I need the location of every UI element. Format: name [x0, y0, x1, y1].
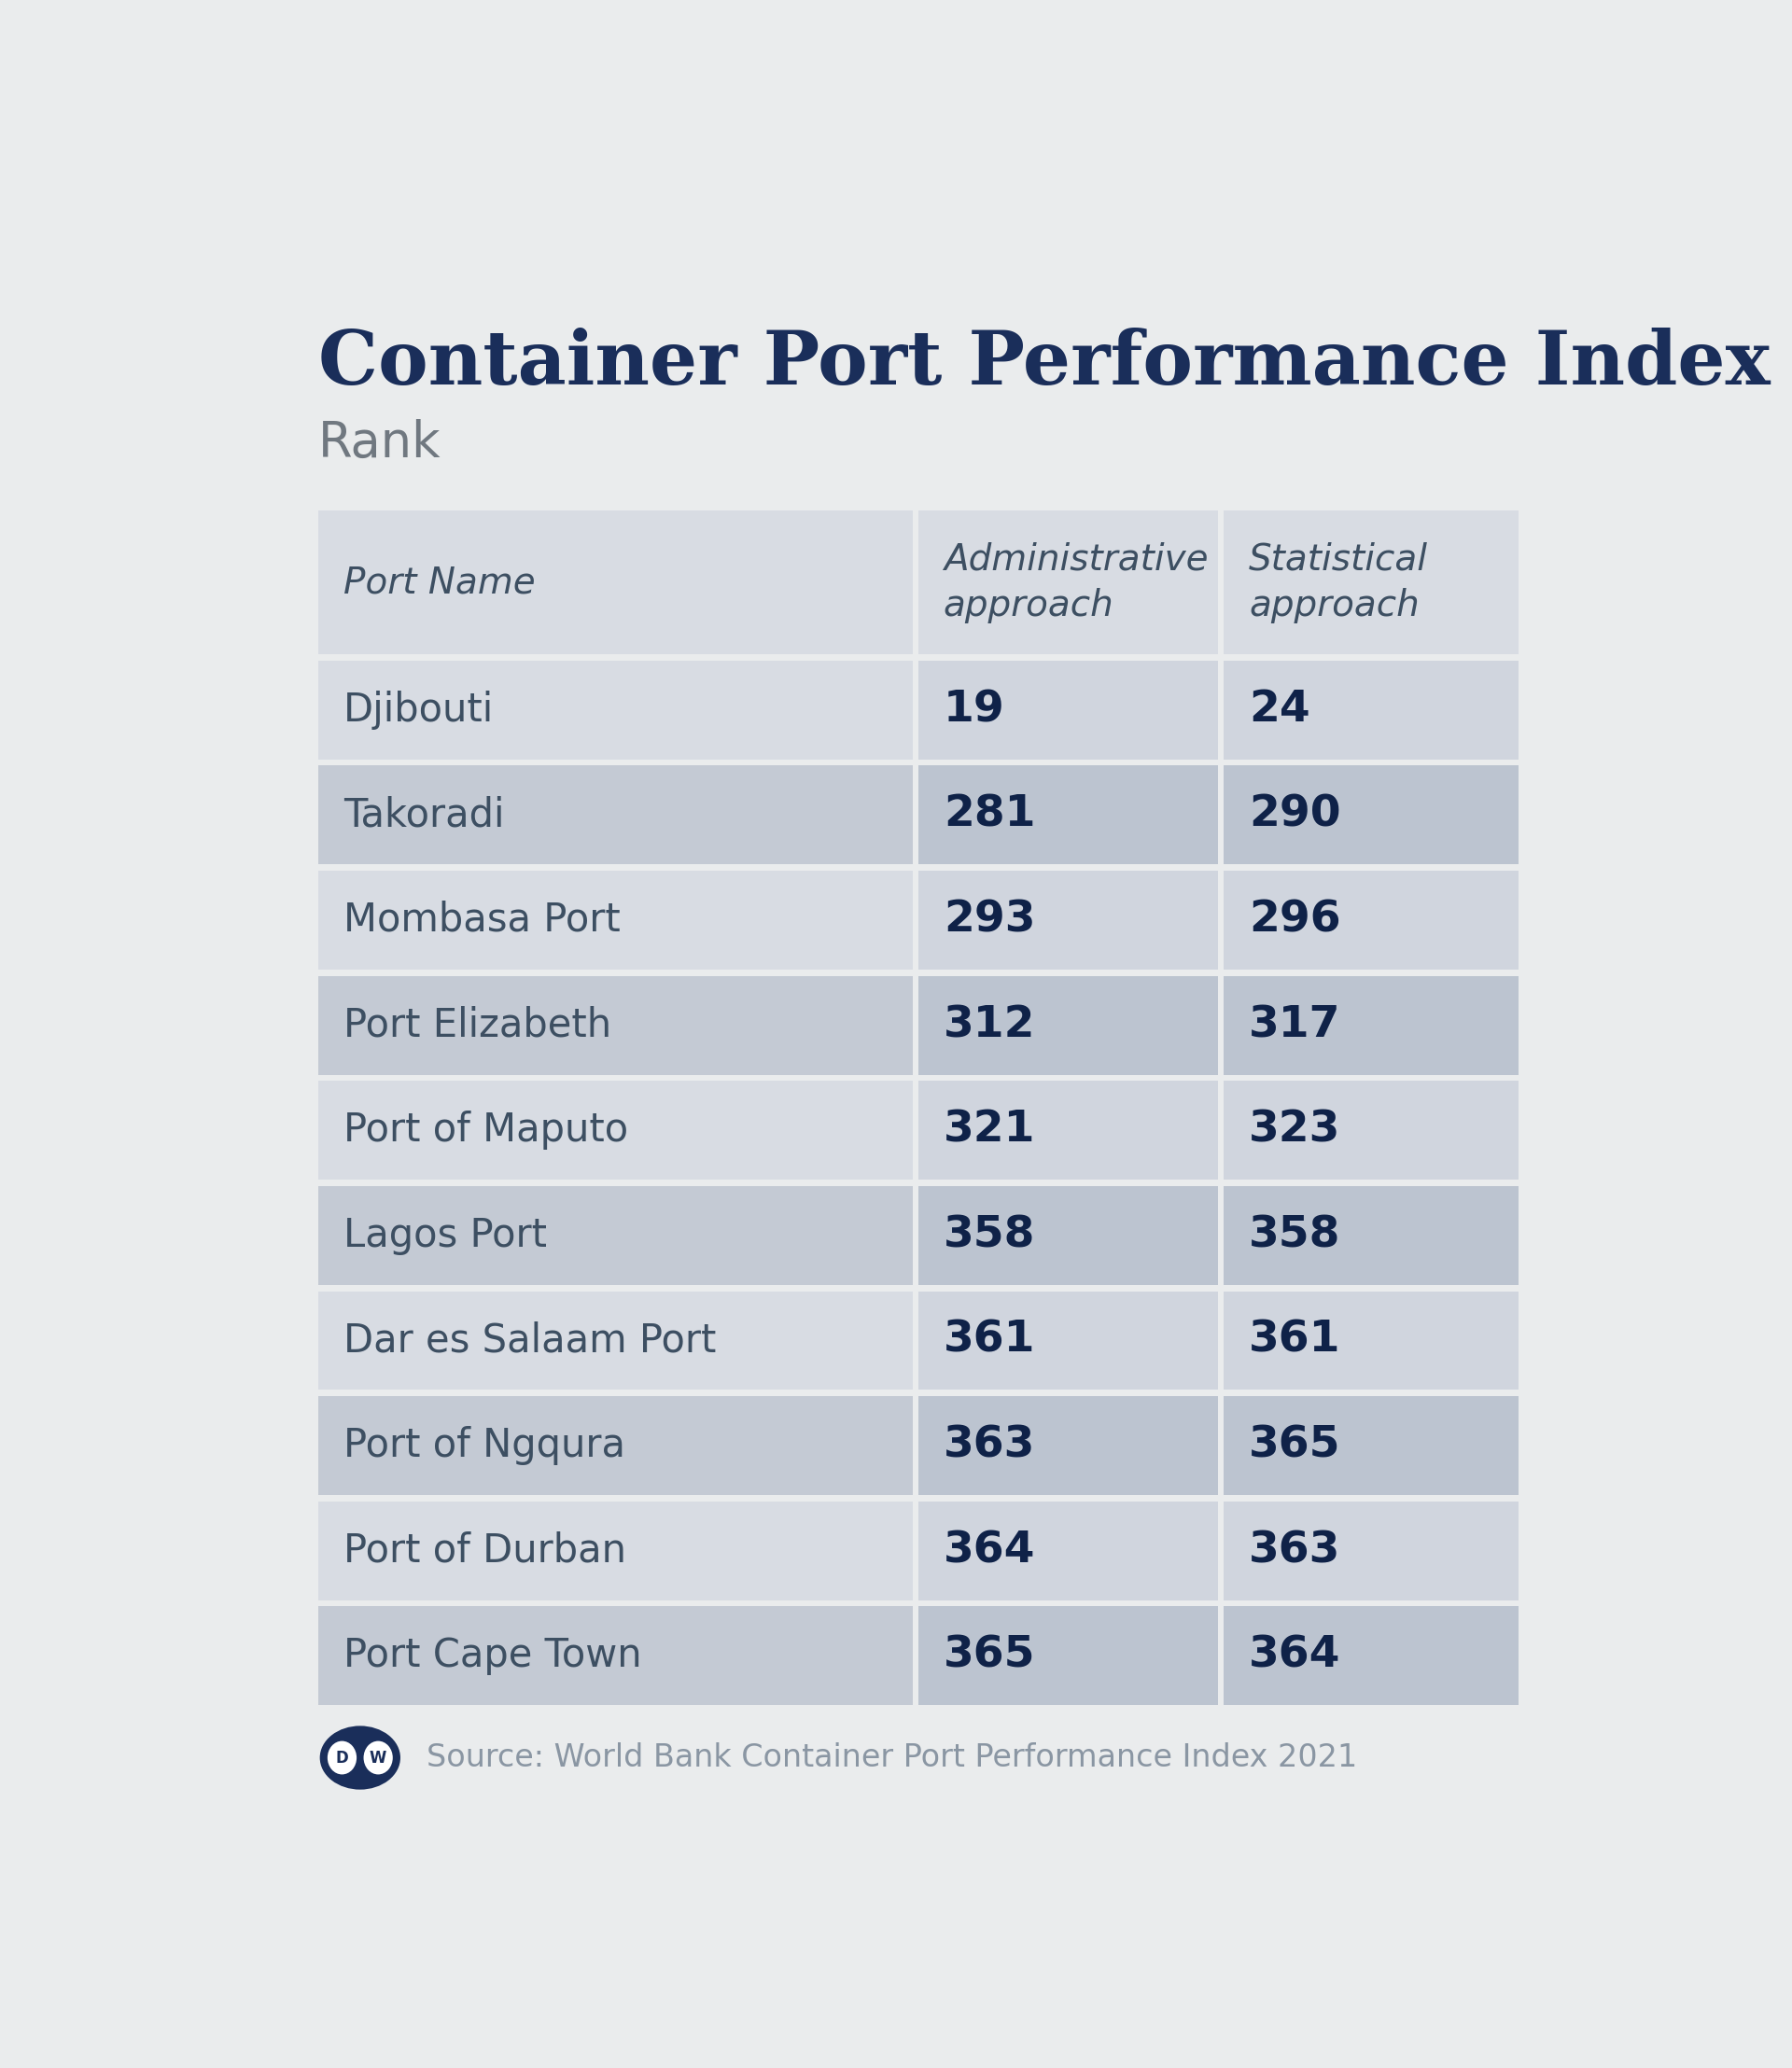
- FancyBboxPatch shape: [918, 1082, 1219, 1179]
- FancyBboxPatch shape: [1224, 660, 1518, 759]
- Text: 365: 365: [1249, 1425, 1340, 1466]
- Text: 312: 312: [943, 1005, 1036, 1046]
- FancyBboxPatch shape: [319, 1082, 912, 1179]
- Text: Port of Durban: Port of Durban: [344, 1530, 625, 1570]
- Text: Port Cape Town: Port Cape Town: [344, 1636, 642, 1675]
- FancyBboxPatch shape: [319, 1187, 912, 1284]
- Text: 290: 290: [1249, 794, 1340, 835]
- Text: D: D: [335, 1750, 348, 1766]
- Text: 24: 24: [1249, 689, 1310, 730]
- FancyBboxPatch shape: [319, 1290, 912, 1390]
- FancyBboxPatch shape: [1224, 1290, 1518, 1390]
- FancyBboxPatch shape: [319, 1396, 912, 1495]
- Text: 19: 19: [943, 689, 1005, 730]
- Text: Statistical
approach: Statistical approach: [1249, 542, 1428, 625]
- FancyBboxPatch shape: [1224, 976, 1518, 1075]
- Text: 317: 317: [1249, 1005, 1340, 1046]
- Text: Takoradi: Takoradi: [344, 796, 504, 835]
- FancyBboxPatch shape: [918, 976, 1219, 1075]
- FancyBboxPatch shape: [1224, 871, 1518, 970]
- Text: 281: 281: [943, 794, 1036, 835]
- FancyBboxPatch shape: [319, 1607, 912, 1706]
- Text: Container Port Performance Index 2021: Container Port Performance Index 2021: [319, 327, 1792, 401]
- Text: 293: 293: [943, 900, 1036, 941]
- FancyBboxPatch shape: [319, 1501, 912, 1601]
- FancyBboxPatch shape: [319, 660, 912, 759]
- Text: Port Name: Port Name: [344, 565, 536, 600]
- FancyBboxPatch shape: [918, 1396, 1219, 1495]
- FancyBboxPatch shape: [1224, 511, 1518, 653]
- Ellipse shape: [328, 1741, 357, 1774]
- FancyBboxPatch shape: [918, 1501, 1219, 1601]
- Ellipse shape: [364, 1741, 392, 1774]
- Text: 364: 364: [1249, 1636, 1340, 1677]
- FancyBboxPatch shape: [918, 660, 1219, 759]
- Text: 358: 358: [1249, 1214, 1340, 1257]
- Text: 364: 364: [943, 1530, 1036, 1572]
- FancyBboxPatch shape: [918, 1290, 1219, 1390]
- Text: 363: 363: [943, 1425, 1036, 1466]
- Text: Rank: Rank: [319, 418, 441, 467]
- FancyBboxPatch shape: [1224, 1396, 1518, 1495]
- Text: 365: 365: [943, 1636, 1036, 1677]
- FancyBboxPatch shape: [319, 976, 912, 1075]
- Ellipse shape: [319, 1727, 400, 1789]
- FancyBboxPatch shape: [918, 871, 1219, 970]
- FancyBboxPatch shape: [319, 511, 912, 653]
- Text: 363: 363: [1249, 1530, 1340, 1572]
- FancyBboxPatch shape: [1224, 1082, 1518, 1179]
- Text: Lagos Port: Lagos Port: [344, 1216, 547, 1255]
- FancyBboxPatch shape: [918, 765, 1219, 864]
- Text: Administrative
approach: Administrative approach: [943, 542, 1208, 625]
- FancyBboxPatch shape: [918, 1187, 1219, 1284]
- Text: 361: 361: [943, 1319, 1036, 1361]
- Text: 358: 358: [943, 1214, 1036, 1257]
- FancyBboxPatch shape: [918, 1607, 1219, 1706]
- FancyBboxPatch shape: [319, 765, 912, 864]
- FancyBboxPatch shape: [918, 511, 1219, 653]
- Text: Source: World Bank Container Port Performance Index 2021: Source: World Bank Container Port Perfor…: [426, 1743, 1358, 1772]
- FancyBboxPatch shape: [319, 871, 912, 970]
- Text: Djibouti: Djibouti: [344, 691, 495, 730]
- Text: W: W: [369, 1750, 387, 1766]
- Text: 296: 296: [1249, 900, 1340, 941]
- Text: Port Elizabeth: Port Elizabeth: [344, 1005, 611, 1044]
- Text: Port of Ngqura: Port of Ngqura: [344, 1427, 625, 1466]
- FancyBboxPatch shape: [1224, 1187, 1518, 1284]
- Text: Dar es Salaam Port: Dar es Salaam Port: [344, 1321, 717, 1361]
- Text: Mombasa Port: Mombasa Port: [344, 900, 620, 939]
- Text: 323: 323: [1249, 1108, 1340, 1152]
- FancyBboxPatch shape: [1224, 1501, 1518, 1601]
- Text: 321: 321: [943, 1108, 1036, 1152]
- Text: 361: 361: [1249, 1319, 1340, 1361]
- FancyBboxPatch shape: [1224, 1607, 1518, 1706]
- Text: Port of Maputo: Port of Maputo: [344, 1111, 629, 1150]
- FancyBboxPatch shape: [1224, 765, 1518, 864]
